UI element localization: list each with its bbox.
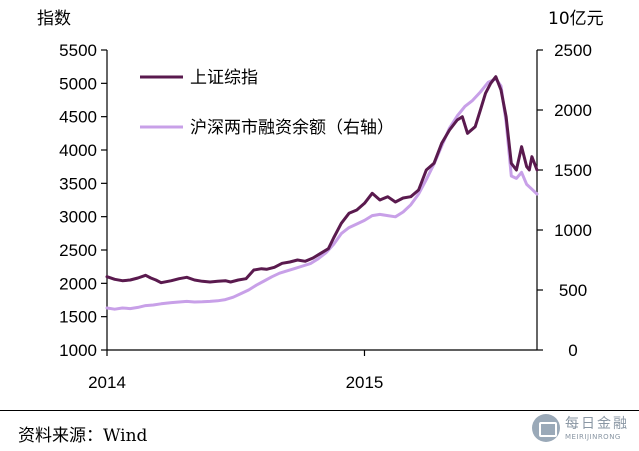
chart-canvas: 指数 10亿元 1000 1500 2000 2500 3000 3500 4000 4500…: [37, 9, 604, 392]
watermark: 每日金融 MEIRIJINRONG: [532, 413, 636, 447]
left-tick-label: 1000: [59, 341, 97, 360]
right-tick-label: 1500: [554, 161, 592, 180]
right-tick-label: 2500: [554, 41, 592, 60]
legend-label-margin-balance: 沪深两市融资余额（右轴）: [190, 118, 394, 138]
legend: 上证综指 沪深两市融资余额（右轴）: [140, 68, 394, 138]
x-tick-label: 2014: [88, 373, 126, 392]
right-tick-label: 2000: [554, 101, 592, 120]
watermark-en: MEIRIJINRONG: [565, 433, 621, 441]
right-tick-label: 1000: [554, 221, 592, 240]
legend-label-shanghai-composite: 上证综指: [190, 68, 258, 88]
right-axis-unit: 10亿元: [548, 9, 604, 29]
series-layer: [105, 75, 539, 311]
left-tick-label: 5500: [59, 41, 97, 60]
watermark-cn: 每日金融: [565, 416, 629, 432]
axes: 1000150020002500300035004000450050005500…: [59, 41, 592, 392]
left-tick-label: 3500: [59, 174, 97, 193]
x-tick-label: 2015: [346, 373, 384, 392]
series-line-margin-balance: [105, 77, 539, 311]
right-tick-label: 0: [568, 341, 577, 360]
right-tick-label: 500: [559, 281, 587, 300]
left-tick-label: 4500: [59, 108, 97, 127]
left-tick-label: 1500: [59, 308, 97, 327]
left-axis-unit: 指数: [37, 9, 71, 29]
left-tick-label: 2500: [59, 241, 97, 260]
series-line-shanghai-composite: [105, 75, 539, 285]
footer-divider: [0, 410, 639, 411]
left-tick-label: 3000: [59, 208, 97, 227]
left-tick-label: 5000: [59, 74, 97, 93]
watermark-logo-icon: [532, 414, 560, 442]
source-note: 资料来源：Wind: [18, 426, 148, 446]
left-tick-label: 4000: [59, 141, 97, 160]
left-tick-label: 2000: [59, 274, 97, 293]
